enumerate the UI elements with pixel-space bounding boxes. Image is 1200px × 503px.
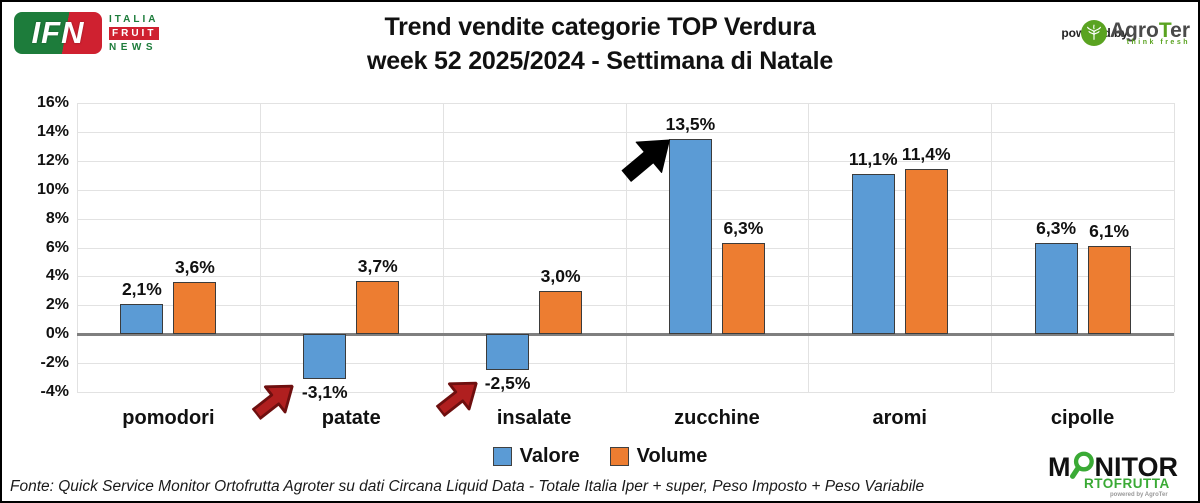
- y-axis-tick: 6%: [45, 238, 69, 256]
- monitor-wordmark-line2: RTOFRUTTA: [1084, 475, 1170, 491]
- bar-volume-aromi: [904, 169, 948, 335]
- bar-valore-aromi: [851, 173, 895, 335]
- value-label: 6,1%: [1089, 221, 1130, 242]
- value-label: -2,5%: [484, 373, 531, 394]
- legend-label-valore: Valore: [519, 445, 580, 467]
- y-axis-tick: 8%: [45, 209, 69, 227]
- agroter-logo: AgroTer think fresh: [1080, 18, 1190, 46]
- chart-title: Trend vendite categorie TOP Verdura week…: [2, 10, 1198, 78]
- powered-by-agroter: powered by AgroTer think fresh: [1061, 20, 1190, 46]
- ifn-logo-text: ITALIA FRUIT NEWS: [109, 13, 160, 53]
- x-axis-label-cipolle: cipolle: [1050, 407, 1115, 429]
- agroter-tree-icon: [1080, 20, 1107, 46]
- bar-volume-patate: [356, 280, 400, 335]
- ifn-logo-badge: IFN: [14, 12, 102, 54]
- y-axis-tick: 10%: [36, 180, 69, 198]
- monitor-ortofrutta-logo: M NITOR RTOFRUTTA powered by AgroTer: [1048, 451, 1190, 498]
- value-label: 6,3%: [723, 218, 764, 239]
- value-label: 3,6%: [174, 257, 215, 278]
- red-arrow-insalate: [435, 381, 478, 417]
- y-axis-tick: -4%: [40, 383, 69, 400]
- chart-title-line1: Trend vendite categorie TOP Verdura: [384, 13, 816, 41]
- bar-valore-patate: [303, 334, 347, 379]
- bar-volume-insalate: [539, 290, 583, 335]
- source-note: Fonte: Quick Service Monitor Ortofrutta …: [10, 478, 925, 495]
- magnifier-icon: [1069, 451, 1095, 481]
- value-label: -3,1%: [301, 381, 348, 402]
- value-label: 3,0%: [540, 265, 581, 286]
- y-axis-tick: -2%: [40, 354, 69, 372]
- bar-volume-zucchine: [721, 243, 765, 335]
- red-arrow-patate: [251, 384, 294, 420]
- ifn-logo-news: NEWS: [109, 41, 157, 53]
- ifn-logo-italia: ITALIA: [109, 13, 159, 25]
- legend-label-volume: Volume: [636, 445, 708, 467]
- value-label: 11,4%: [901, 144, 951, 165]
- legend-item-volume: Volume: [609, 445, 708, 468]
- bar-valore-insalate: [486, 334, 530, 371]
- bar-valore-zucchine: [668, 139, 712, 335]
- y-axis-tick: 2%: [45, 296, 69, 314]
- x-axis-label-zucchine: zucchine: [674, 407, 760, 429]
- ifn-logo: IFN ITALIA FRUIT NEWS: [14, 12, 160, 54]
- legend-item-valore: Valore: [492, 445, 580, 468]
- black-arrow-zucchine: [621, 139, 670, 182]
- value-label: 6,3%: [1036, 218, 1077, 239]
- legend-swatch-volume: [609, 447, 629, 466]
- agroter-wordmark: AgroTer: [1109, 18, 1190, 42]
- y-axis-tick: 16%: [36, 94, 69, 111]
- plot-area: 16% 14% 12% 10% 8% 6% 4% 2% 0% -2% -4% 2,1% -3,1% -2,…: [37, 94, 1175, 429]
- bar-valore-cipolle: [1034, 243, 1078, 335]
- legend: Valore Volume: [2, 445, 1198, 468]
- y-axis-tick: 14%: [36, 122, 69, 140]
- x-axis-label-aromi: aromi: [872, 407, 927, 429]
- x-axis-label-insalate: insalate: [496, 407, 572, 429]
- bar-valore-pomodori: [120, 303, 164, 335]
- value-label: 3,7%: [357, 255, 398, 276]
- bar-volume-cipolle: [1087, 246, 1131, 335]
- monitor-wordmark: M NITOR: [1048, 451, 1179, 482]
- value-label: 11,1%: [848, 148, 898, 169]
- bar-volume-pomodori: [173, 282, 217, 335]
- ifn-logo-fruit: FRUIT: [109, 26, 160, 40]
- monitor-powered-by: powered by AgroTer: [1110, 492, 1168, 498]
- y-axis-tick: 0%: [45, 325, 69, 343]
- legend-swatch-valore: [492, 447, 512, 466]
- value-label: 2,1%: [121, 278, 162, 299]
- value-label: 13,5%: [665, 114, 716, 135]
- chart-title-line2: week 52 2025/2024 - Settimana di Natale: [366, 47, 834, 75]
- y-axis-tick: 12%: [36, 151, 69, 169]
- agroter-tagline: think fresh: [1126, 38, 1190, 46]
- x-axis-label-patate: patate: [321, 407, 381, 429]
- x-axis-label-pomodori: pomodori: [122, 407, 215, 429]
- y-axis-tick: 4%: [45, 267, 69, 285]
